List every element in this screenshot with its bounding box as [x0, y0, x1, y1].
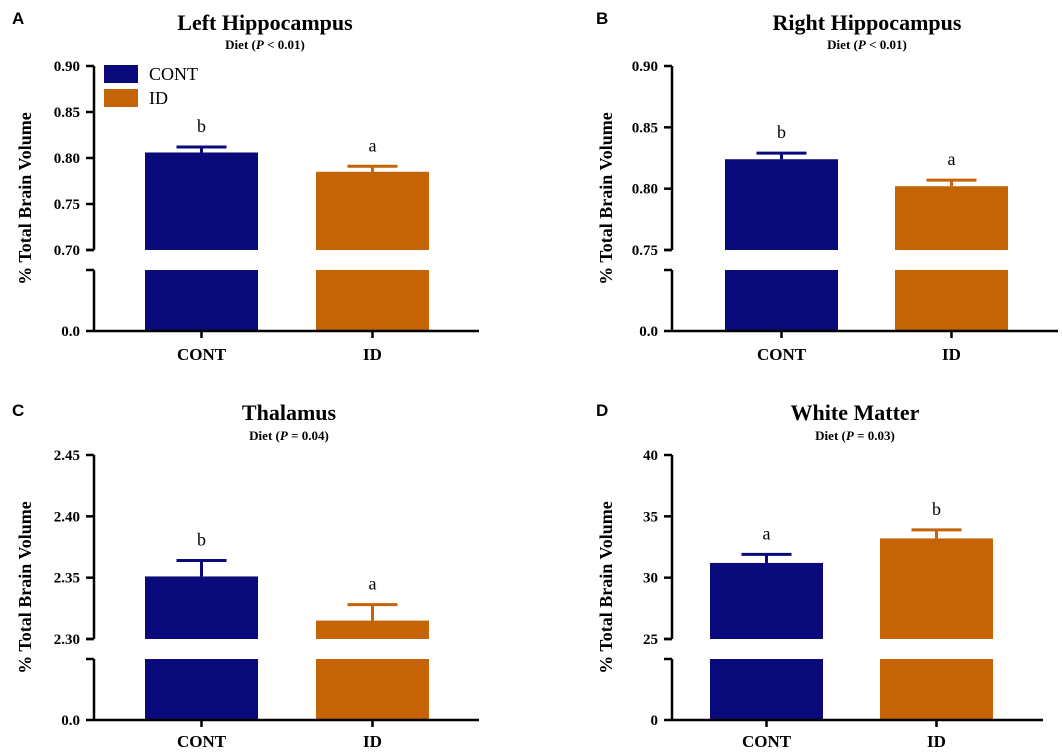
- significance-letter: b: [777, 122, 786, 142]
- y-tick-label: 2.35: [54, 571, 80, 587]
- panel-c: C Thalamus Diet (P = 0.04) % Total Brain Vo…: [12, 400, 479, 751]
- legend-swatch-cont: [104, 65, 138, 83]
- y-tick-label: 2.40: [54, 509, 80, 525]
- chart-title: Thalamus: [242, 400, 337, 425]
- y-tick-label: 0.80: [54, 151, 80, 167]
- y-axis-label: % Total Brain Volume: [596, 501, 616, 674]
- y-tick-label: 0: [651, 713, 659, 729]
- significance-letter: b: [197, 529, 206, 549]
- legend-label: ID: [149, 88, 168, 108]
- panel-a: A Left Hippocampus Diet (P < 0.01) % Total …: [12, 9, 479, 364]
- significance-letter: a: [369, 135, 377, 155]
- significance-letter: a: [763, 523, 771, 543]
- y-tick-label: 0.90: [632, 59, 658, 75]
- y-tick-label: 40: [643, 448, 658, 464]
- x-tick-label: CONT: [177, 732, 227, 751]
- y-tick-label: 0.0: [639, 324, 658, 340]
- y-tick-label: 0.85: [54, 105, 80, 121]
- bar-lower-cont: [710, 659, 823, 720]
- x-tick-label: ID: [927, 732, 946, 751]
- legend: CONT ID: [104, 64, 198, 108]
- x-tick-label: CONT: [742, 732, 792, 751]
- bar-cont: [725, 159, 838, 250]
- panel-d: D White Matter Diet (P = 0.03) % Total Brai…: [596, 400, 1043, 751]
- chart-subtitle: Diet (P < 0.01): [225, 37, 305, 52]
- y-tick-label: 35: [643, 509, 658, 525]
- chart-subtitle: Diet (P = 0.04): [249, 428, 329, 443]
- legend-swatch-id: [104, 89, 138, 107]
- bar-cont: [145, 576, 258, 639]
- y-axis-label: % Total Brain Volume: [15, 112, 35, 285]
- significance-letter: b: [932, 499, 941, 519]
- significance-letter: a: [948, 149, 956, 169]
- chart-title: White Matter: [791, 400, 920, 425]
- significance-letter: a: [369, 574, 377, 594]
- legend-label: CONT: [149, 64, 198, 84]
- x-tick-label: ID: [363, 345, 382, 364]
- bar-lower-cont: [725, 270, 838, 331]
- panel-b: B Right Hippocampus Diet (P < 0.01) % Total…: [596, 9, 1058, 364]
- bar-lower-id: [316, 270, 429, 331]
- chart-title: Right Hippocampus: [773, 10, 962, 35]
- y-tick-label: 0.0: [61, 713, 80, 729]
- chart-subtitle: Diet (P = 0.03): [815, 428, 895, 443]
- chart-subtitle: Diet (P < 0.01): [827, 37, 907, 52]
- x-tick-label: CONT: [177, 345, 227, 364]
- chart-title: Left Hippocampus: [177, 10, 353, 35]
- y-tick-label: 2.45: [54, 448, 80, 464]
- panel-letter: A: [12, 9, 24, 28]
- panel-letter: C: [12, 401, 24, 420]
- y-tick-label: 25: [643, 632, 658, 648]
- x-tick-label: CONT: [757, 345, 807, 364]
- bar-lower-id: [880, 659, 993, 720]
- y-tick-label: 0.0: [61, 324, 80, 340]
- bar-id: [316, 620, 429, 639]
- y-tick-label: 30: [643, 571, 658, 587]
- bar-cont: [145, 152, 258, 250]
- bar-lower-cont: [145, 659, 258, 720]
- bar-id: [895, 186, 1008, 250]
- y-tick-label: 0.90: [54, 59, 80, 75]
- y-tick-label: 0.70: [54, 243, 80, 259]
- panel-letter: D: [596, 401, 608, 420]
- bar-id: [880, 538, 993, 639]
- y-axis-label: % Total Brain Volume: [596, 112, 616, 285]
- y-tick-label: 0.75: [632, 243, 658, 259]
- y-axis-label: % Total Brain Volume: [15, 501, 35, 674]
- y-tick-label: 2.30: [54, 632, 80, 648]
- y-tick-label: 0.75: [54, 197, 80, 213]
- bar-lower-cont: [145, 270, 258, 331]
- x-tick-label: ID: [363, 732, 382, 751]
- significance-letter: b: [197, 116, 206, 136]
- bar-id: [316, 171, 429, 250]
- x-tick-label: ID: [942, 345, 961, 364]
- panel-letter: B: [596, 9, 608, 28]
- bar-cont: [710, 562, 823, 639]
- bar-lower-id: [316, 659, 429, 720]
- bar-lower-id: [895, 270, 1008, 331]
- y-tick-label: 0.80: [632, 182, 658, 198]
- y-tick-label: 0.85: [632, 120, 658, 136]
